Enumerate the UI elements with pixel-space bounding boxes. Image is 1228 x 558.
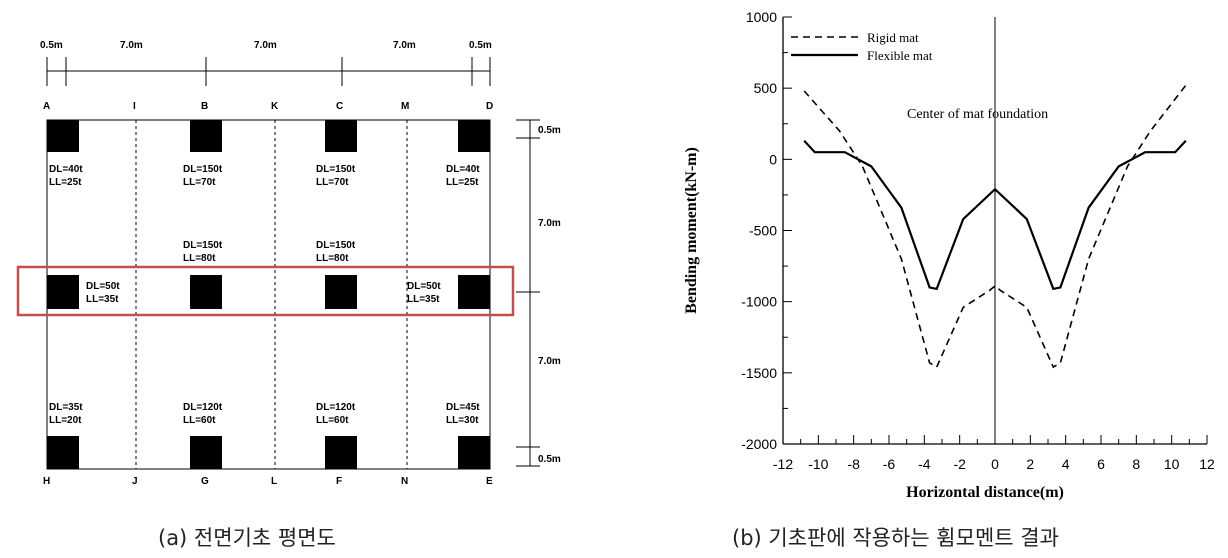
columns <box>47 120 490 469</box>
x-tick-label: 2 <box>1026 456 1034 472</box>
load-ll: LL=25t <box>49 177 82 188</box>
grid-label-H: H <box>43 476 50 487</box>
x-tick-label: 10 <box>1164 456 1180 472</box>
load-dl: DL=150t <box>183 240 223 251</box>
y-tick-label: -2000 <box>741 436 777 452</box>
column-B <box>190 120 222 152</box>
dim-top-span-1: 7.0m <box>120 40 143 51</box>
load-ll: LL=30t <box>446 415 479 426</box>
x-tick-label: -6 <box>883 456 896 472</box>
load-dl: DL=150t <box>183 164 223 175</box>
y-tick-label: -500 <box>749 223 777 239</box>
load-dl: DL=50t <box>86 281 120 292</box>
highlighted-strip <box>16 265 515 317</box>
x-tick-label: -4 <box>918 456 931 472</box>
y-tick-label: -1000 <box>741 294 777 310</box>
grid-label-C: C <box>336 101 343 112</box>
dim-right-edge-bottom: 0.5m <box>538 454 561 465</box>
dim-top-span-3: 7.0m <box>393 40 416 51</box>
grid-label-I: I <box>133 101 136 112</box>
grid-label-L: L <box>271 476 277 487</box>
x-tick-label: 0 <box>991 456 999 472</box>
load-dl: DL=45t <box>446 402 480 413</box>
x-tick-label: 12 <box>1199 456 1215 472</box>
grid-label-M: M <box>401 101 409 112</box>
load-ll: LL=70t <box>316 177 349 188</box>
center-annotation: Center of mat foundation <box>907 107 1048 122</box>
y-tick-label: 500 <box>754 80 778 96</box>
bending-moment-chart: 1000 500 0 -500 -1000 -1500 -2000 -12 -10 -8 -6 -4 -… <box>683 9 1215 501</box>
dim-right-edge-top: 0.5m <box>538 125 561 136</box>
x-tick-label: 6 <box>1097 456 1105 472</box>
series-line-flexible-mat <box>803 140 1187 291</box>
x-tick-label: 8 <box>1132 456 1140 472</box>
load-dl: DL=35t <box>49 402 83 413</box>
x-axis-label: Horizontal distance(m) <box>906 484 1064 501</box>
y-axis-label: Bending moment(kN-m) <box>683 147 700 314</box>
legend-label: Flexible mat <box>867 48 933 63</box>
load-ll: LL=25t <box>446 177 479 188</box>
load-dl: DL=150t <box>316 240 356 251</box>
grid-label-N: N <box>401 476 408 487</box>
grid-label-J: J <box>132 476 138 487</box>
column-E <box>458 436 490 469</box>
column-mid-4 <box>458 275 490 309</box>
column-H <box>47 436 79 469</box>
load-ll: LL=80t <box>316 253 349 264</box>
caption-b: (b) 기초판에 작용하는 휨모멘트 결과 <box>732 526 1059 550</box>
load-ll: LL=70t <box>183 177 216 188</box>
mat-foundation-plan: 0.5m 7.0m 7.0m 7.0m 0.5m A I B K C M D H… <box>16 40 561 487</box>
x-tick-label: -10 <box>808 456 828 472</box>
column-A <box>47 120 79 152</box>
load-dl: DL=120t <box>183 402 223 413</box>
grid-label-A: A <box>43 101 50 112</box>
load-dl: DL=120t <box>316 402 356 413</box>
grid-label-K: K <box>271 101 279 112</box>
x-tick-label: 4 <box>1062 456 1070 472</box>
load-ll: LL=20t <box>49 415 82 426</box>
grid-label-D: D <box>486 101 493 112</box>
column-F <box>325 436 357 469</box>
column-D <box>458 120 490 152</box>
grid-label-F: F <box>336 476 342 487</box>
x-tick-label: -8 <box>847 456 860 472</box>
dimension-line-right <box>516 119 540 467</box>
y-tick-label: 1000 <box>746 9 777 25</box>
dimension-line-top <box>46 57 491 86</box>
legend-label: Rigid mat <box>867 30 919 45</box>
load-ll: LL=60t <box>183 415 216 426</box>
load-dl: DL=40t <box>49 164 83 175</box>
load-dl: DL=150t <box>316 164 356 175</box>
dim-top-edge-right: 0.5m <box>469 40 492 51</box>
x-tick-label: -2 <box>953 456 966 472</box>
column-C <box>325 120 357 152</box>
grid-label-B: B <box>201 101 208 112</box>
dashed-grid-lines <box>135 120 408 469</box>
y-tick-label: -1500 <box>741 365 777 381</box>
grid-label-E: E <box>486 476 493 487</box>
column-mid-2 <box>190 275 222 309</box>
dim-top-span-2: 7.0m <box>254 40 277 51</box>
grid-label-G: G <box>201 476 209 487</box>
load-ll: LL=60t <box>316 415 349 426</box>
column-mid-1 <box>47 275 79 309</box>
load-ll: LL=35t <box>407 294 440 305</box>
y-tick-label: 0 <box>769 151 777 167</box>
series-line-rigid-mat <box>803 84 1187 369</box>
caption-a: (a) 전면기초 평면도 <box>158 526 336 550</box>
dim-top-edge-left: 0.5m <box>40 40 63 51</box>
dim-right-span-2: 7.0m <box>538 356 561 367</box>
x-tick-label: -12 <box>773 456 793 472</box>
load-dl: DL=40t <box>446 164 480 175</box>
column-mid-3 <box>325 275 357 309</box>
column-G <box>190 436 222 469</box>
load-ll: LL=35t <box>86 294 119 305</box>
load-ll: LL=80t <box>183 253 216 264</box>
dim-right-span-1: 7.0m <box>538 218 561 229</box>
load-dl: DL=50t <box>407 281 441 292</box>
